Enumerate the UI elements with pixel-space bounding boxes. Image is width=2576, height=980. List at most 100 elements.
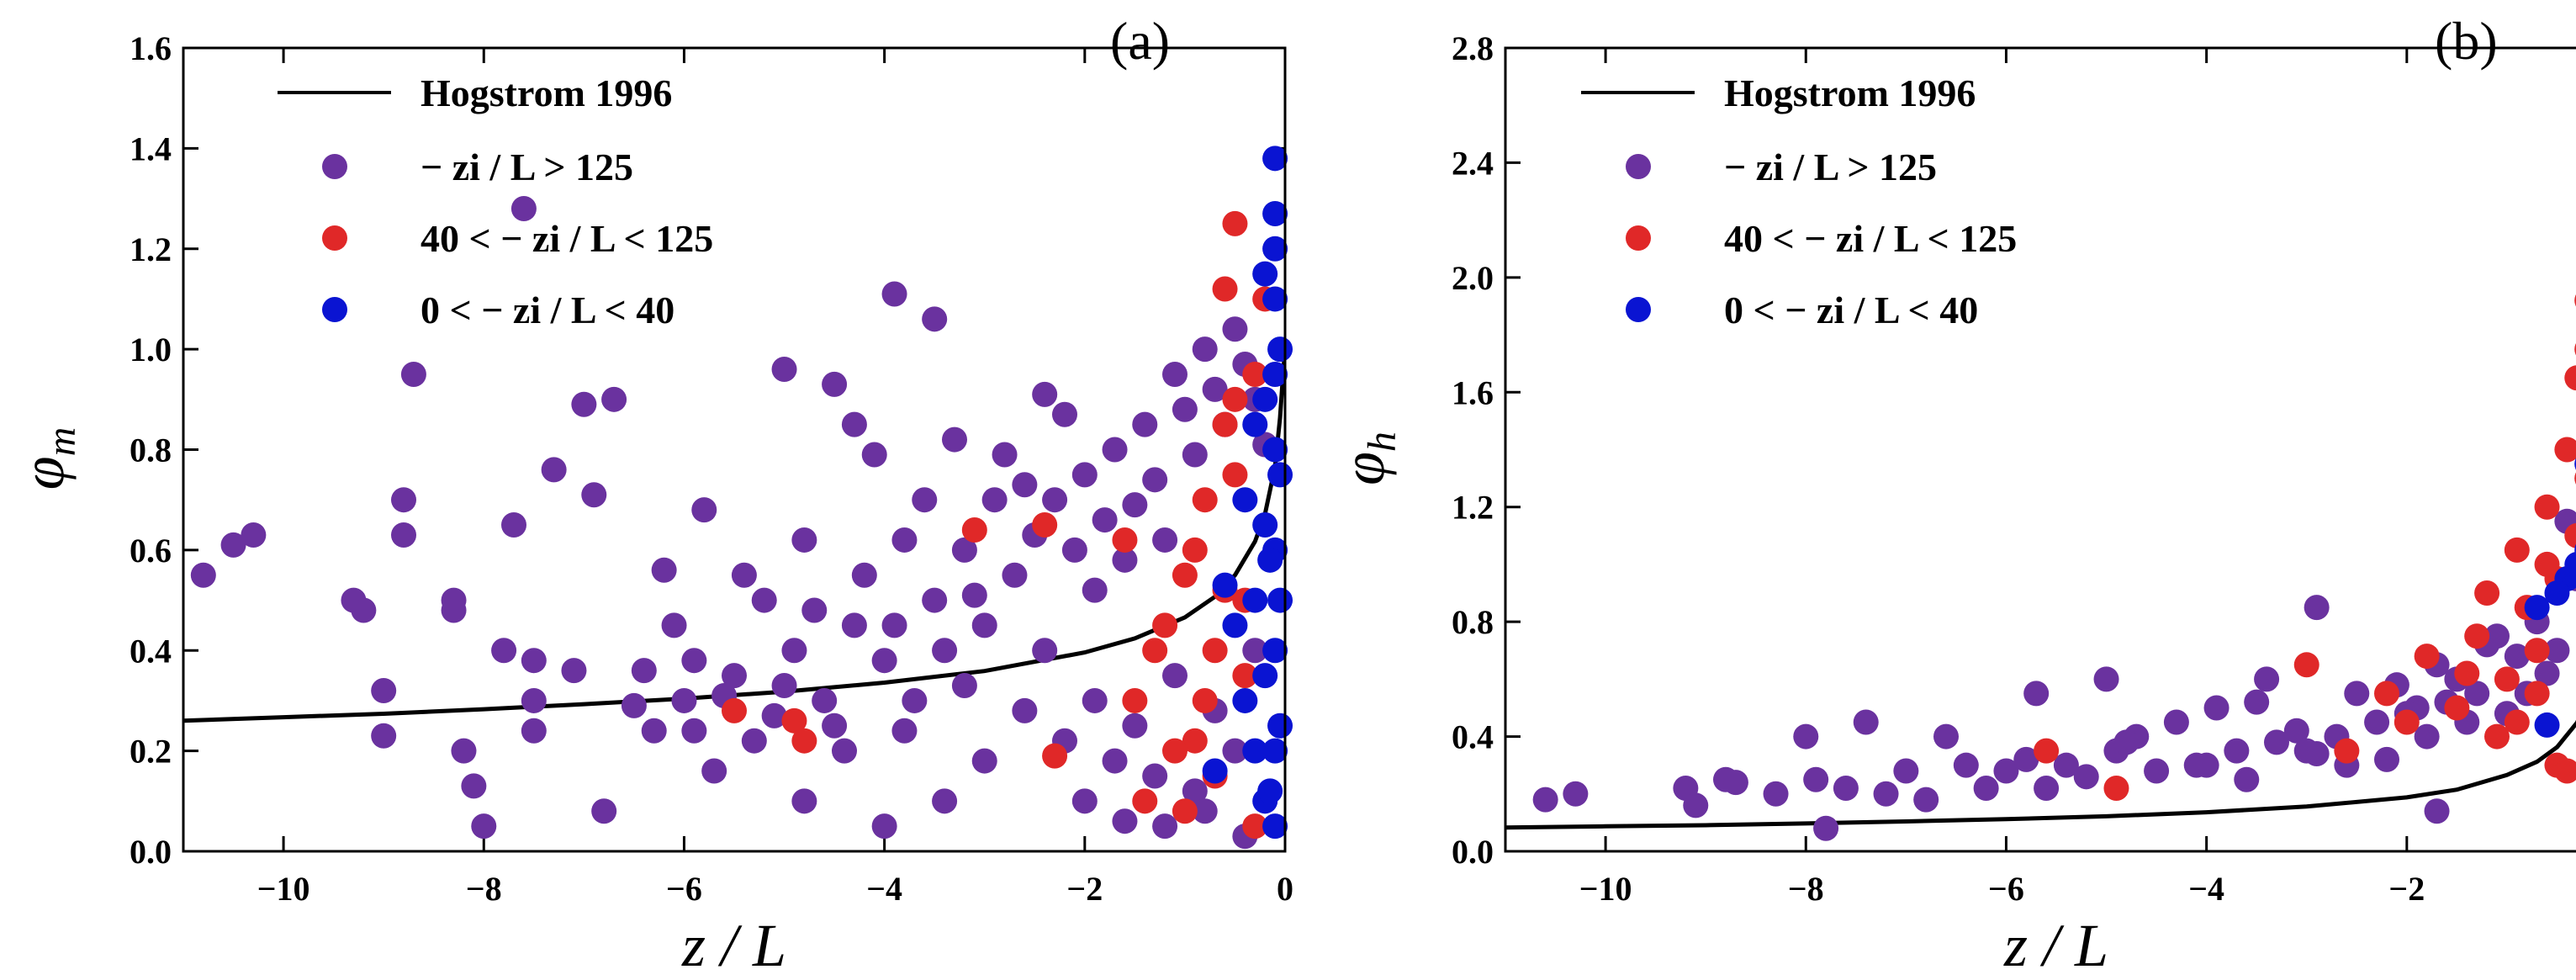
- point-b-s2-4: [2374, 681, 2399, 707]
- y-tick-label-b-5: 2.0: [1452, 259, 1494, 297]
- legend-label-series3-b: 0 < − zi / L < 40: [1724, 289, 1978, 331]
- point-a-s2-6: [1122, 687, 1148, 713]
- point-a-s1-43: [791, 527, 817, 553]
- point-a-s1-61: [932, 638, 958, 664]
- point-a-s2-15: [1242, 361, 1268, 387]
- point-a-s1-97: [1082, 687, 1108, 713]
- point-a-s1-108: [1152, 813, 1178, 840]
- point-a-s1-28: [651, 557, 677, 583]
- point-a-s2-12: [1212, 411, 1238, 437]
- point-a-s1-112: [971, 748, 997, 774]
- point-a-s1-66: [971, 612, 997, 638]
- point-a-s3-9: [1262, 813, 1288, 840]
- legend-label-series2-b: 40 < − zi / L < 125: [1724, 217, 2017, 260]
- point-b-s1-23: [2073, 764, 2099, 790]
- point-a-s1-21: [561, 658, 587, 684]
- legend-marker-series3-b: [1626, 297, 1651, 322]
- point-a-s2-7: [1152, 612, 1178, 638]
- legend-label-series3-a: 0 < − zi / L < 40: [421, 289, 674, 331]
- scatter-points-b: [1532, 294, 2576, 841]
- point-a-s2-0: [722, 697, 747, 723]
- point-a-s1-64: [951, 537, 977, 563]
- point-b-s1-35: [2304, 595, 2330, 621]
- point-b-s1-59: [2534, 660, 2560, 686]
- point-a-s1-114: [771, 673, 797, 699]
- point-a-s1-104: [1222, 738, 1248, 764]
- point-b-s1-32: [2244, 689, 2270, 715]
- point-b-s1-28: [2163, 709, 2189, 735]
- point-a-s3-4: [1262, 361, 1288, 387]
- point-a-s2-24: [1112, 527, 1138, 553]
- point-a-s1-20: [541, 457, 567, 483]
- legend-marker-series2-a: [322, 225, 347, 251]
- point-a-s1-45: [801, 597, 828, 623]
- point-a-s2-29: [1222, 386, 1248, 412]
- point-a-s2-19: [1182, 537, 1208, 563]
- point-b-s1-24: [2093, 666, 2119, 692]
- legend-b: Hogstrom 1996 − zi / L > 125 40 < − zi /…: [1581, 72, 2017, 331]
- point-a-s1-59: [922, 306, 948, 332]
- point-a-s2-10: [1192, 487, 1218, 513]
- point-a-s1-33: [691, 497, 717, 523]
- point-a-s1-92: [1222, 316, 1248, 342]
- y-tick-label-b-0: 0.0: [1452, 833, 1494, 871]
- point-a-s1-73: [1032, 638, 1058, 664]
- point-a-s3-27: [1257, 547, 1283, 573]
- point-b-s1-51: [2234, 766, 2260, 792]
- point-a-s1-78: [1082, 577, 1108, 603]
- point-a-s1-38: [741, 728, 767, 754]
- point-b-s1-27: [2144, 758, 2170, 784]
- point-b-s1-15: [1933, 723, 1959, 750]
- point-b-s1-60: [2113, 729, 2140, 755]
- point-a-s1-2: [241, 522, 267, 548]
- chart-panel-a: (a) φm z / L −10 −8 −6 −4 −2 0 0.0 0.2 0.4 0.6 0.8…: [9, 11, 1293, 979]
- panel-label-b: (b): [2435, 11, 2498, 71]
- point-a-s1-99: [1122, 712, 1148, 739]
- point-b-s1-38: [2364, 709, 2390, 735]
- point-b-s1-22: [2053, 752, 2079, 778]
- point-a-s1-46: [812, 687, 838, 713]
- y-tick-label-b-1: 0.4: [1452, 718, 1494, 756]
- point-b-s2-1: [2103, 775, 2129, 801]
- point-a-s1-36: [722, 663, 747, 689]
- legend-label-hogstrom-a: Hogstrom 1996: [421, 72, 672, 114]
- point-b-s1-9: [1813, 815, 1839, 841]
- point-a-s2-3: [961, 517, 987, 543]
- point-b-s2-2: [2293, 652, 2319, 678]
- ticks-b: −10−8−6−4−200.00.40.81.21.62.02.42.8: [1452, 29, 2425, 908]
- point-b-s1-1: [1563, 781, 1589, 807]
- point-a-s1-82: [1122, 492, 1148, 518]
- legend-label-hogstrom-b: Hogstrom 1996: [1724, 72, 1976, 114]
- point-b-s1-11: [1853, 709, 1879, 735]
- point-b-s1-6: [1763, 781, 1789, 807]
- point-a-s3-28: [1257, 778, 1283, 804]
- point-b-s2-6: [2414, 644, 2440, 670]
- point-a-s1-113: [1012, 697, 1038, 723]
- y-tick-label-b-4: 1.6: [1452, 373, 1494, 411]
- point-a-s3-21: [1212, 572, 1238, 598]
- point-a-s1-22: [571, 391, 597, 417]
- point-a-s1-30: [671, 687, 697, 713]
- point-a-s3-11: [1252, 386, 1278, 412]
- point-a-s3-1: [1262, 200, 1288, 226]
- point-a-s2-11: [1202, 638, 1228, 664]
- point-a-s3-13: [1252, 663, 1278, 689]
- point-a-s1-101: [1162, 663, 1187, 689]
- point-a-s1-15: [491, 638, 517, 664]
- point-a-s2-21: [1222, 462, 1248, 488]
- point-a-s1-50: [841, 612, 867, 638]
- point-a-s1-80: [1102, 437, 1128, 463]
- y-axis-label-b: φh: [1330, 432, 1404, 485]
- point-a-s1-44: [791, 788, 817, 814]
- point-a-s1-37: [731, 562, 757, 588]
- point-a-s3-18: [1232, 487, 1258, 513]
- point-a-s1-60: [922, 587, 948, 613]
- point-a-s1-117: [631, 658, 657, 684]
- x-tick-label-b-3: −4: [2188, 870, 2224, 908]
- point-b-s2-16: [2554, 437, 2576, 463]
- point-a-s1-27: [641, 718, 667, 744]
- point-a-s1-56: [891, 527, 918, 553]
- point-a-s1-8: [391, 522, 416, 548]
- point-a-s2-1: [781, 707, 807, 734]
- point-a-s1-115: [822, 712, 848, 739]
